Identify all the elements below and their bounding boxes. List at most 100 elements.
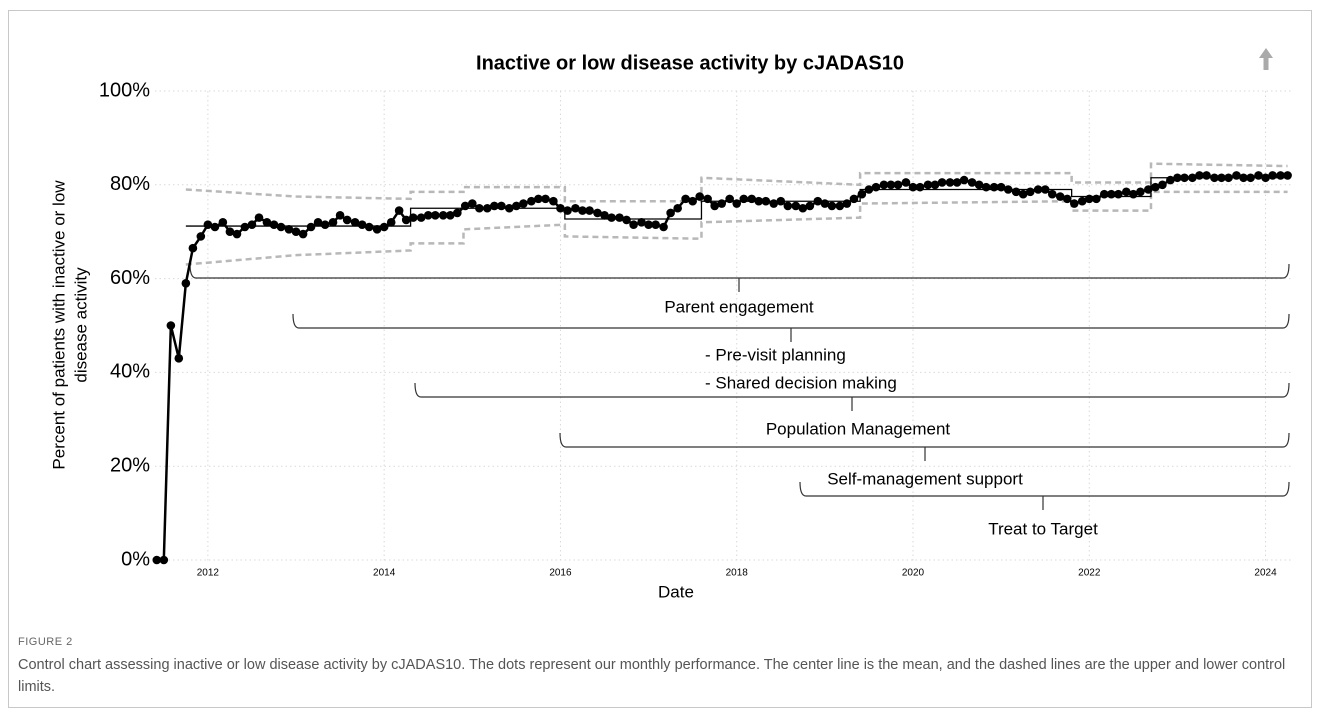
data-point	[791, 201, 801, 211]
data-point	[673, 203, 682, 213]
y-tick-label: 20%	[110, 454, 150, 476]
data-point	[967, 178, 977, 187]
data-point	[482, 203, 492, 213]
data-point	[717, 199, 727, 208]
data-line	[156, 174, 1288, 562]
x-tick-label: 2018	[726, 568, 749, 579]
data-point	[386, 218, 396, 227]
data-point	[1077, 196, 1087, 206]
data-point	[240, 222, 250, 232]
data-point	[159, 555, 169, 565]
data-point	[1099, 189, 1109, 199]
data-point	[607, 213, 616, 222]
x-tick-label: 2024	[1254, 568, 1277, 579]
data-point	[460, 201, 470, 211]
data-point	[776, 196, 786, 206]
data-point	[541, 194, 550, 204]
data-point	[394, 206, 404, 215]
data-point	[915, 182, 925, 192]
data-point	[923, 180, 933, 190]
x-tick-label: 2020	[902, 568, 925, 579]
data-point	[1092, 194, 1101, 204]
data-point	[276, 222, 286, 232]
data-point	[1195, 171, 1204, 180]
data-point	[1114, 189, 1123, 199]
data-point	[908, 182, 918, 192]
bracket	[189, 263, 1290, 292]
data-point	[725, 194, 734, 204]
data-point	[1246, 173, 1255, 183]
data-point	[1047, 189, 1057, 199]
expand-icon[interactable]	[1259, 48, 1273, 70]
data-point	[1158, 180, 1167, 190]
y-tick-label: 100%	[99, 79, 150, 101]
annotation: Parent engagement	[664, 297, 814, 316]
data-point	[298, 229, 308, 239]
data-point	[835, 201, 845, 211]
data-point	[1121, 187, 1131, 197]
data-point	[996, 182, 1006, 192]
data-point	[945, 178, 955, 187]
data-point	[247, 220, 257, 229]
data-point	[1283, 171, 1292, 180]
data-point	[1069, 199, 1079, 208]
y-axis-label: Percent of patients with inactive or low	[49, 180, 68, 470]
data-point	[534, 194, 543, 204]
data-point	[600, 210, 609, 220]
data-point	[166, 321, 176, 330]
data-point	[475, 203, 484, 213]
data-point	[659, 222, 668, 232]
data-point	[291, 227, 301, 236]
data-point	[512, 201, 521, 211]
data-point	[710, 201, 719, 211]
data-point	[937, 178, 947, 187]
x-tick-label: 2012	[197, 568, 220, 579]
annotation: Treat to Target	[988, 519, 1098, 538]
figure-frame	[8, 10, 1312, 708]
data-point	[1232, 171, 1241, 180]
data-point	[196, 232, 206, 241]
data-point	[813, 196, 823, 206]
data-point	[783, 201, 793, 211]
data-point	[959, 175, 969, 185]
data-point	[1062, 194, 1072, 204]
y-tick-label: 80%	[110, 173, 150, 195]
data-point	[769, 199, 779, 208]
data-point	[1173, 173, 1182, 183]
data-point	[901, 178, 911, 187]
data-point	[232, 229, 242, 239]
data-point	[1025, 187, 1035, 197]
data-point	[357, 220, 367, 229]
data-point	[210, 222, 220, 232]
data-point	[453, 208, 462, 218]
data-point	[556, 203, 565, 213]
data-point	[1261, 173, 1270, 183]
x-tick-label: 2016	[549, 568, 572, 579]
data-point	[372, 225, 382, 234]
data-point	[335, 210, 345, 220]
bracket	[414, 382, 1290, 411]
data-point	[313, 218, 323, 227]
data-point	[203, 220, 213, 229]
data-point	[820, 199, 830, 208]
data-point	[1107, 189, 1116, 199]
data-point	[364, 222, 374, 232]
data-point	[1011, 187, 1021, 197]
data-point	[989, 182, 999, 192]
data-point	[688, 196, 697, 206]
data-point	[1129, 189, 1138, 199]
data-point	[438, 210, 448, 220]
data-point	[188, 243, 198, 253]
data-point	[637, 218, 646, 227]
data-point	[320, 220, 330, 229]
x-tick-label: 2014	[373, 568, 396, 579]
data-point	[681, 194, 690, 204]
data-point	[747, 194, 757, 204]
data-point	[262, 218, 272, 227]
data-point	[1254, 171, 1263, 180]
bracket	[292, 313, 1290, 342]
data-point	[152, 555, 162, 565]
data-point	[350, 218, 360, 227]
data-point	[416, 213, 426, 222]
